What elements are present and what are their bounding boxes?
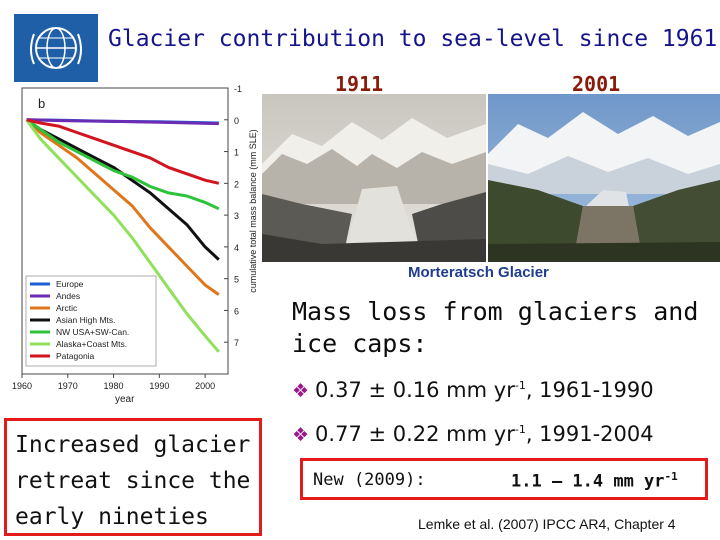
- series-line: [26, 118, 219, 126]
- x-tick-label: 1970: [58, 381, 78, 391]
- legend-entry: Europe: [56, 279, 84, 289]
- photo-year-2001: 2001: [572, 72, 621, 96]
- y-tick-label: 1: [234, 148, 239, 158]
- retreat-callout: Increased glacier retreat since the earl…: [4, 418, 262, 536]
- photo-caption: Morteratsch Glacier: [408, 264, 549, 281]
- legend-entry: Andes: [56, 291, 80, 301]
- photo-1911: [262, 94, 486, 262]
- bullet-1991-2004: ❖ 0.77 ± 0.22 mm yr-1, 1991-2004: [292, 422, 654, 446]
- y-tick-label: 3: [234, 211, 239, 221]
- bullet-1961-1990: ❖ 0.37 ± 0.16 mm yr-1, 1961-1990: [292, 378, 654, 402]
- y-tick-label: 5: [234, 275, 239, 285]
- y-tick-label: -1: [234, 84, 242, 94]
- legend-entry: NW USA+SW-Can.: [56, 327, 129, 337]
- reference-citation: Lemke et al. (2007) IPCC AR4, Chapter 4: [418, 516, 676, 532]
- mass-balance-chart: -1 0 1 2 3 4 5 6 7 1960 1970 1980 1990 2000 year cumula…: [12, 84, 258, 405]
- photo-year-1911: 1911: [335, 72, 384, 96]
- y-tick-label: 4: [234, 243, 239, 253]
- photo-2001: [488, 94, 720, 262]
- y-axis-label: cumulative total mass balance (mm SLE): [248, 129, 258, 293]
- legend-entry: Asian High Mts.: [56, 315, 116, 325]
- mass-loss-heading: Mass loss from glaciers and ice caps:: [292, 297, 699, 358]
- series-line: [25, 118, 220, 211]
- series-line: [26, 118, 220, 185]
- x-tick-label: 1960: [12, 381, 32, 391]
- slide-title: Glacier contribution to sea-level since …: [108, 26, 718, 52]
- x-tick-label: 1980: [104, 381, 124, 391]
- new-2009-value: 1.1 – 1.4 mm yr-1: [511, 470, 678, 492]
- new-2009-label: New (2009):: [313, 470, 426, 490]
- x-axis-label: year: [115, 394, 135, 405]
- legend-entry: Patagonia: [56, 351, 95, 361]
- y-tick-label: 6: [234, 306, 239, 316]
- diamond-bullet-icon: ❖: [292, 380, 310, 402]
- new-2009-box: New (2009): 1.1 – 1.4 mm yr-1: [300, 458, 708, 500]
- x-tick-label: 1990: [149, 381, 169, 391]
- legend-entry: Alaska+Coast Mts.: [56, 339, 127, 349]
- y-tick-label: 7: [234, 338, 239, 348]
- legend-entry: Arctic: [56, 303, 78, 313]
- panel-label: b: [38, 96, 45, 111]
- series-line: [25, 118, 220, 296]
- diamond-bullet-icon: ❖: [292, 424, 310, 446]
- x-tick-label: 2000: [195, 381, 215, 391]
- series-line: [25, 118, 220, 353]
- wmo-logo-icon: [14, 14, 98, 82]
- y-tick-label: 2: [234, 179, 239, 189]
- y-tick-label: 0: [234, 116, 239, 126]
